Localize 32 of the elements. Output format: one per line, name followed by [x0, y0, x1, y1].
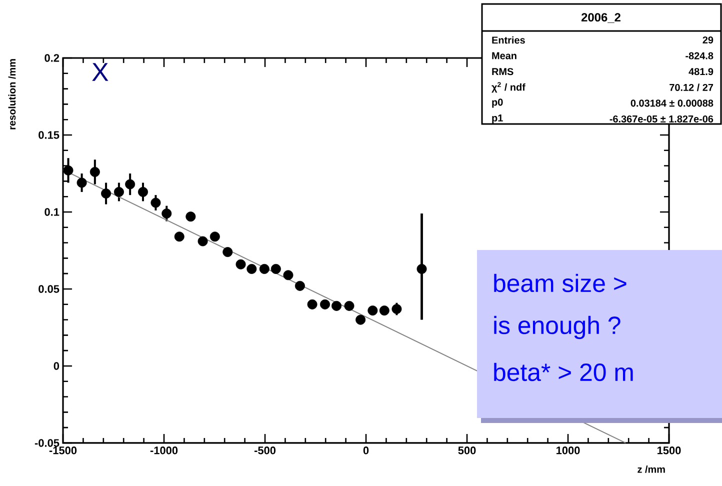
annotation: p1 [492, 114, 503, 124]
annotation: beta* > 20 m [494, 362, 633, 382]
x-axis-title: z /mm [638, 466, 665, 473]
annotation: beam size > [494, 274, 626, 292]
annotation: RMS [492, 68, 514, 76]
annotation: 0.03184 ± 0.00088 [630, 100, 714, 107]
y-tick-label: 0.15 [38, 131, 60, 139]
text: 70.12 / 27 [670, 84, 714, 92]
y-tick-label: -0.05 [34, 439, 60, 447]
x-tick-label: -1500 [49, 446, 77, 454]
y-axis-title: resolution /mm [8, 59, 16, 130]
chart-title: 2006_2 [581, 13, 620, 23]
y-tick-label: 0.05 [38, 285, 60, 293]
annotation: is enough ? [494, 316, 620, 340]
y-tick-label: 0.2 [44, 54, 60, 62]
annotation: χ$^{2}$ / ndf [492, 82, 526, 93]
y-tick-label: 0 [54, 362, 60, 370]
x-tick-label: 0 [363, 446, 369, 454]
x-tick-label: 1500 [658, 446, 681, 454]
x-tick-label: -500 [254, 446, 276, 454]
text: Entries [492, 36, 525, 44]
annotation: p0 [492, 98, 503, 108]
x-tick-label: -1000 [150, 446, 178, 454]
text: -824.8 [686, 52, 714, 60]
text: 29 [702, 36, 714, 44]
x-tick-label: 500 [458, 446, 476, 454]
annotation: -6.367e-05 ± 1.827e-06 [610, 115, 714, 123]
x-tick-label: 1000 [556, 446, 580, 454]
annotation: Mean [492, 52, 516, 60]
annotation: X [92, 63, 108, 81]
text: 481.9 [688, 68, 714, 76]
y-tick-label: 0.1 [44, 208, 60, 216]
